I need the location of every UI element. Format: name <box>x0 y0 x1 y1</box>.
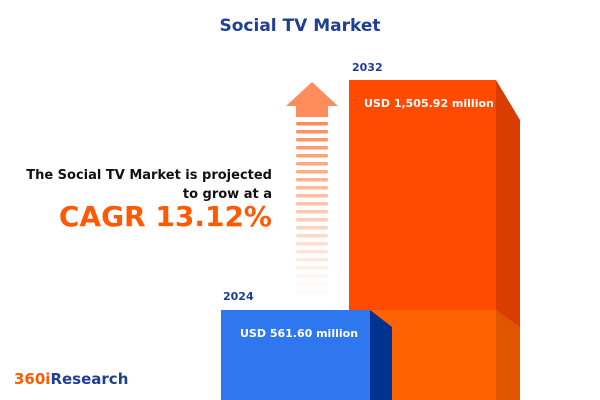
cagr-value: CAGR 13.12% <box>58 200 272 233</box>
arrow-stripe <box>296 162 328 166</box>
arrow-stripe <box>296 282 328 286</box>
logo: 360iResearch <box>14 370 129 388</box>
value-label-2024: USD 561.60 million <box>240 327 359 340</box>
arrow-stripe <box>296 210 328 214</box>
bar-2024 <box>221 310 370 400</box>
year-label-2032: 2032 <box>352 61 383 74</box>
arrow-stripe <box>296 290 328 294</box>
arrow-stripe <box>296 186 328 190</box>
arrow-stripe <box>296 146 328 150</box>
projection-text: The Social TV Market is projected to gro… <box>26 168 272 202</box>
arrow-stripe <box>296 218 328 222</box>
arrow-stripe <box>296 266 328 270</box>
arrow-stripe <box>296 234 328 238</box>
bar-2032-lower-side <box>496 310 520 400</box>
arrow-stripe <box>296 202 328 206</box>
arrow-stripe <box>296 130 328 134</box>
year-label-2024: 2024 <box>223 290 254 303</box>
growth-arrow-icon <box>286 82 338 294</box>
arrow-stripe <box>296 178 328 182</box>
arrow-stripe <box>296 154 328 158</box>
bar-2024-side <box>370 310 392 400</box>
arrow-stripe <box>296 170 328 174</box>
arrow-head <box>286 82 338 117</box>
arrow-stripe <box>296 226 328 230</box>
arrow-stripe <box>296 138 328 142</box>
arrow-stripe <box>296 122 328 126</box>
value-label-2032: USD 1,505.92 million <box>364 97 494 110</box>
arrow-stripe <box>296 274 328 278</box>
arrow-stripe <box>296 194 328 198</box>
arrow-stripe <box>296 250 328 254</box>
arrow-stripe <box>296 242 328 246</box>
arrow-stripe <box>296 258 328 262</box>
page-title: Social TV Market <box>219 16 381 36</box>
